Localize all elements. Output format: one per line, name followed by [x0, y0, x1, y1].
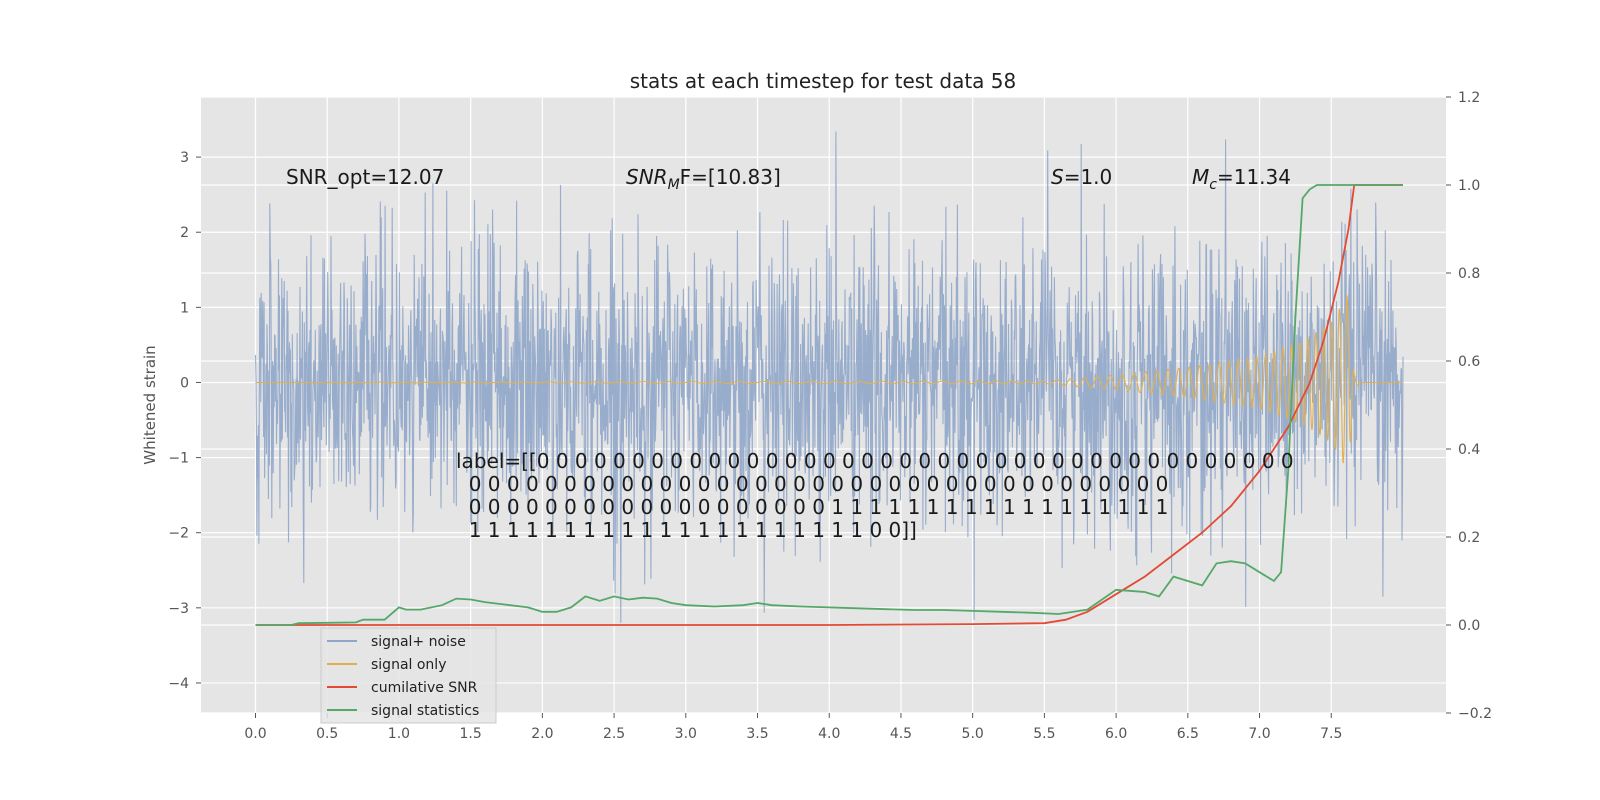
x-tick-label-2: 1.0: [388, 726, 410, 742]
annotation-label-line-2: 0 0 0 0 0 0 0 0 0 0 0 0 0 0 0 0 0 0 0 0 …: [456, 472, 1168, 496]
y-tick-label-6: −3: [168, 601, 189, 617]
chart-title: stats at each timestep for test data 58: [630, 69, 1016, 93]
signal-noise-line: [254, 131, 1404, 623]
y-axis-ticks: 3 2 1 0 −1 −2 −3 −4: [168, 150, 201, 692]
annotation-mc-rest: =11.34: [1217, 165, 1291, 189]
y-tick-label-0: 3: [180, 150, 189, 166]
annotation-mc: Mc=11.34: [1192, 165, 1291, 193]
x-tick-label-9: 4.5: [890, 726, 912, 742]
y-right-tick-label-2: 0.8: [1458, 266, 1480, 282]
annotation-s: S=1.0: [1051, 165, 1112, 189]
annotation-label-line-3: 0 0 0 0 0 0 0 0 0 0 0 0 0 0 0 0 0 0 0 1 …: [456, 495, 1168, 519]
annotation-s-italic: S: [1051, 165, 1064, 189]
annotation-mc-sub: c: [1209, 177, 1217, 193]
x-tick-label-3: 1.5: [460, 726, 482, 742]
x-tick-label-6: 3.0: [675, 726, 697, 742]
y-right-tick-label-1: 1.0: [1458, 178, 1480, 194]
x-tick-label-5: 2.5: [603, 726, 625, 742]
annotation-label-line-1: label=[[0 0 0 0 0 0 0 0 0 0 0 0 0 0 0 0 …: [456, 449, 1294, 473]
annotation-snr-opt: SNR_opt=12.07: [286, 165, 444, 189]
x-tick-label-12: 6.0: [1105, 726, 1127, 742]
signal-only-line: [255, 295, 1403, 464]
y-axis-label: Whitened strain: [141, 345, 159, 464]
annotation-mc-base: M: [1192, 165, 1209, 189]
x-tick-label-8: 4.0: [818, 726, 840, 742]
y-tick-label-5: −2: [168, 526, 189, 542]
y-tick-label-2: 1: [180, 300, 189, 316]
x-axis-ticks: 0.0 0.5 1.0 1.5 2.0 2.5 3.0 3.5 4.0 4.5 5.0 5.5 6.0 6…: [244, 713, 1342, 742]
annotation-snr-mf-base: SNR: [626, 165, 668, 189]
legend-label-cumulative-snr: cumilative SNR: [371, 680, 478, 696]
legend-label-signal-noise: signal+ noise: [371, 634, 466, 650]
x-tick-label-1: 0.5: [316, 726, 338, 742]
x-tick-label-14: 7.0: [1248, 726, 1270, 742]
y-right-tick-label-6: 0.0: [1458, 618, 1480, 634]
y-axis-right-ticks: 1.2 1.0 0.8 0.6 0.4 0.2 0.0 −0.2: [1446, 90, 1492, 722]
annotation-snr-mf-sub: M: [668, 177, 680, 193]
signal-statistics-line: [255, 184, 1403, 626]
annotation-label-block: label=[[0 0 0 0 0 0 0 0 0 0 0 0 0 0 0 0 …: [456, 449, 1294, 542]
y-right-tick-label-3: 0.6: [1458, 354, 1480, 370]
y-tick-label-3: 0: [180, 375, 189, 391]
annotation-snr-mf: SNRMF=[10.83]: [626, 165, 781, 193]
legend-label-signal-only: signal only: [371, 657, 446, 673]
x-tick-label-7: 3.5: [746, 726, 768, 742]
annotation-s-rest: =1.0: [1064, 165, 1113, 189]
series-signal-noise: [254, 131, 1404, 623]
legend: signal+ noise signal only cumilative SNR…: [320, 627, 497, 724]
x-tick-label-4: 2.0: [531, 726, 553, 742]
y-tick-label-1: 2: [180, 225, 189, 241]
x-tick-label-13: 6.5: [1177, 726, 1199, 742]
y-right-tick-label-7: −0.2: [1458, 706, 1492, 722]
x-tick-label-15: 7.5: [1320, 726, 1342, 742]
annotation-snr-mf-rest: F=[10.83]: [680, 165, 781, 189]
x-tick-label-0: 0.0: [244, 726, 266, 742]
legend-box: [320, 627, 497, 724]
y-right-tick-label-5: 0.2: [1458, 530, 1480, 546]
y-right-tick-label-0: 1.2: [1458, 90, 1480, 106]
series-signal-only: [255, 295, 1403, 464]
y-tick-label-4: −1: [168, 451, 189, 467]
y-tick-label-7: −4: [168, 676, 189, 692]
annotation-label-line-4: 1 1 1 1 1 1 1 1 1 1 1 1 1 1 1 1 1 1 1 1 …: [456, 518, 917, 542]
x-tick-label-11: 5.5: [1033, 726, 1055, 742]
x-tick-label-10: 5.0: [962, 726, 984, 742]
legend-label-signal-statistics: signal statistics: [371, 703, 479, 719]
series-lines: [255, 184, 1403, 626]
cumulative-snr-line: [255, 184, 1403, 626]
y-right-tick-label-4: 0.4: [1458, 442, 1480, 458]
